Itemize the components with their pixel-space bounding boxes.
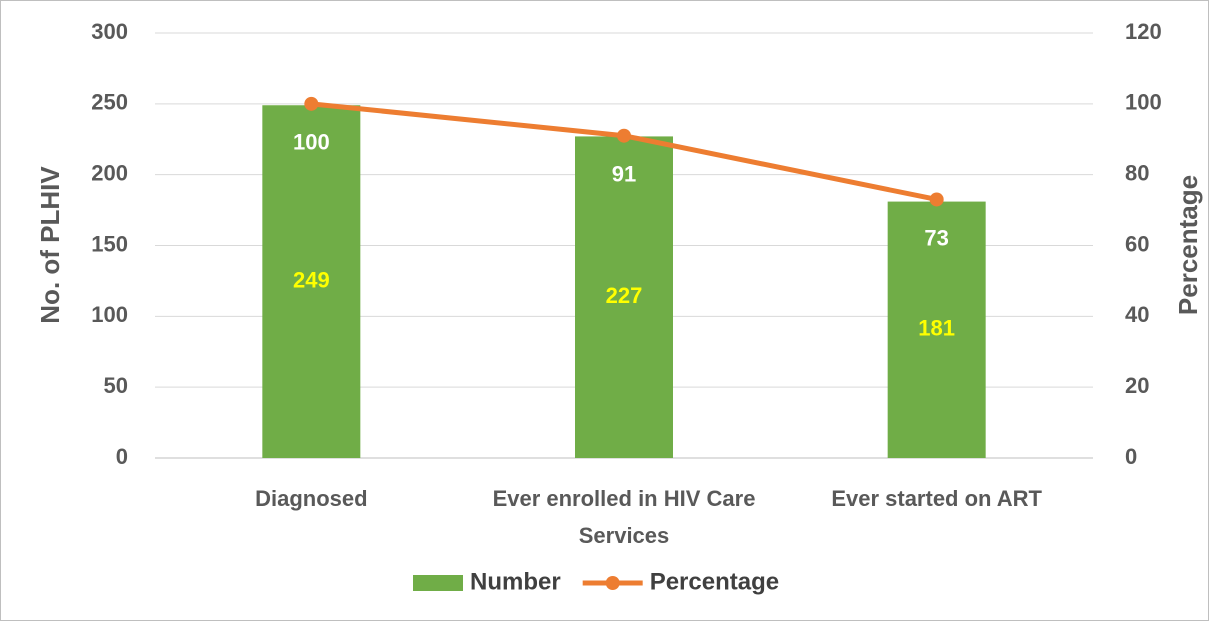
y2-axis-title: Percentage: [1173, 175, 1203, 315]
y-tick-label: 200: [91, 160, 128, 185]
x-tick-label: Ever started on ART: [831, 486, 1042, 511]
line-value-label: 100: [293, 130, 330, 155]
y2-tick-label: 100: [1125, 90, 1162, 115]
line-point: [617, 128, 631, 143]
y-tick-label: 150: [91, 231, 128, 256]
y2-tick-label: 40: [1125, 302, 1149, 327]
line-value-label: 91: [612, 162, 636, 187]
bar: [575, 136, 673, 458]
y2-tick-label: 60: [1125, 231, 1149, 256]
line-point: [929, 192, 944, 207]
x-tick-label: Diagnosed: [255, 486, 368, 511]
legend-swatch-point: [605, 576, 620, 590]
bar: [887, 201, 986, 459]
y-tick-label: 100: [91, 302, 128, 327]
x-tick-label: Ever enrolled in HIV Care Services: [492, 486, 756, 548]
legend-swatch: [413, 575, 463, 591]
y-tick-label: 250: [91, 90, 128, 115]
line-point: [304, 96, 319, 111]
y2-tick-label: 80: [1125, 160, 1149, 185]
line-value-label: 73: [924, 225, 948, 250]
legend-label: Number: [470, 568, 561, 595]
legend-label: Percentage: [650, 568, 779, 595]
bar-value-label: 249: [293, 267, 330, 292]
y-tick-label: 50: [104, 373, 128, 398]
y2-tick-label: 20: [1125, 373, 1149, 398]
y-tick-label: 0: [116, 444, 128, 469]
y2-tick-label: 120: [1125, 19, 1162, 44]
y-axis-title: No. of PLHIV: [35, 166, 65, 324]
y2-tick-label: 0: [1125, 444, 1137, 469]
bar: [262, 105, 361, 458]
y-tick-label: 300: [91, 19, 128, 44]
bar-value-label: 181: [918, 316, 955, 341]
bar-value-label: 227: [606, 283, 643, 308]
